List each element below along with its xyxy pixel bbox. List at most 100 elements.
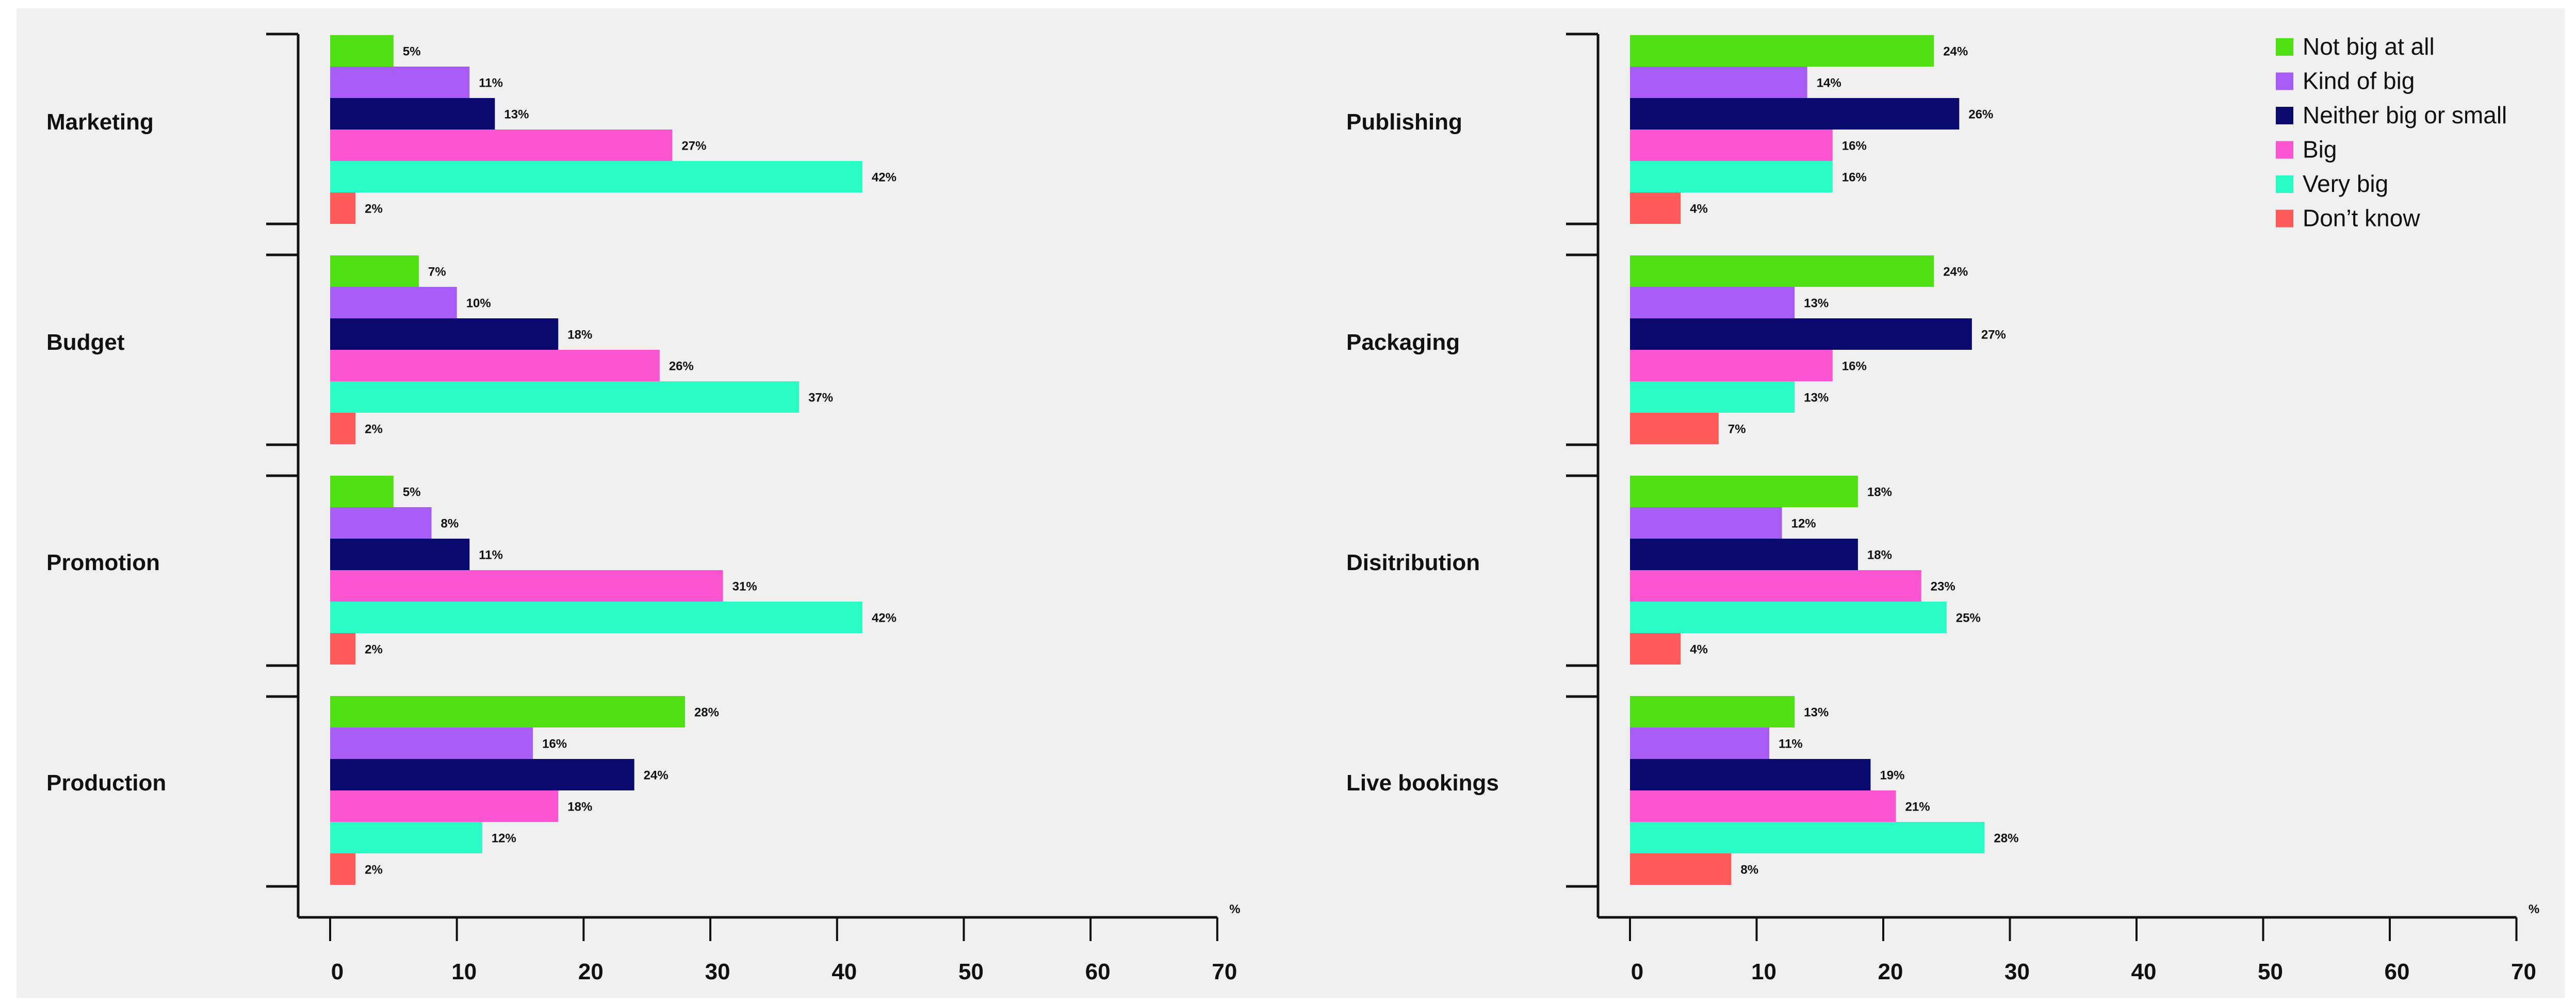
bar — [330, 98, 495, 130]
bar — [1630, 696, 1795, 727]
bar — [1630, 507, 1782, 539]
x-tick-label: 50 — [2258, 959, 2283, 984]
bar — [1630, 67, 1807, 98]
data-label: 5% — [403, 45, 421, 59]
data-label: 19% — [1880, 769, 1904, 783]
bar — [1630, 381, 1795, 413]
data-label: 8% — [1740, 863, 1758, 877]
data-label: 2% — [365, 863, 383, 877]
data-label: 28% — [1994, 832, 2018, 846]
x-tick-label: 20 — [578, 959, 604, 984]
bar — [1630, 853, 1732, 885]
legend-label: Not big at all — [2303, 33, 2435, 60]
legend-swatch — [2276, 38, 2293, 56]
bar — [330, 539, 470, 570]
x-tick-label: 20 — [1878, 959, 1903, 984]
category-label: Publishing — [1346, 109, 1462, 135]
category-label: Disitribution — [1346, 550, 1480, 575]
category-label: Marketing — [46, 109, 154, 135]
x-tick-label: 40 — [2131, 959, 2157, 984]
bar — [1630, 570, 1921, 602]
bar — [330, 318, 559, 350]
legend-swatch — [2276, 107, 2293, 124]
data-label: 18% — [1867, 486, 1892, 499]
x-tick-label: 30 — [705, 959, 730, 984]
data-label: 42% — [872, 171, 896, 185]
data-label: 18% — [1867, 548, 1892, 562]
bar — [330, 790, 559, 822]
data-label: 13% — [1804, 297, 1829, 311]
data-label: 13% — [504, 108, 529, 122]
x-tick-label: 30 — [2004, 959, 2030, 984]
data-label: 12% — [1791, 517, 1816, 531]
bar — [330, 822, 482, 853]
bar — [1630, 255, 1934, 287]
x-tick-label: 10 — [451, 959, 477, 984]
bar — [1630, 790, 1896, 822]
data-label: 21% — [1905, 800, 1930, 814]
data-label: 37% — [808, 391, 833, 405]
data-label: 16% — [1842, 360, 1867, 374]
bar — [330, 130, 673, 161]
x-tick-label: 60 — [2385, 959, 2410, 984]
bar — [330, 602, 862, 633]
data-label: 12% — [492, 832, 516, 846]
data-label: 16% — [542, 737, 567, 751]
bar — [1630, 602, 1947, 633]
data-label: 24% — [1943, 265, 1968, 279]
data-label: 5% — [403, 486, 421, 499]
data-label: 10% — [466, 297, 491, 311]
bar — [1630, 287, 1795, 318]
bar — [1630, 539, 1858, 570]
data-label: 11% — [479, 76, 503, 90]
bar — [1630, 633, 1681, 665]
legend-swatch — [2276, 141, 2293, 159]
x-tick-label: 70 — [2511, 959, 2536, 984]
bar — [330, 413, 356, 444]
bar — [330, 192, 356, 224]
legend-swatch — [2276, 209, 2293, 228]
bar — [1630, 727, 1770, 759]
data-label: 13% — [1804, 706, 1829, 720]
bar — [330, 633, 356, 665]
bar — [330, 287, 457, 318]
x-tick-label: 40 — [832, 959, 857, 984]
data-label: 24% — [644, 769, 669, 783]
category-label: Promotion — [46, 550, 160, 575]
bar — [330, 255, 419, 287]
data-label: 27% — [1981, 328, 2006, 342]
bar — [330, 476, 394, 507]
bar — [1630, 35, 1934, 67]
data-label: 16% — [1842, 139, 1867, 153]
data-label: 27% — [681, 139, 706, 153]
data-label: 18% — [567, 328, 592, 342]
data-label: 18% — [567, 800, 592, 814]
data-label: 26% — [669, 360, 694, 374]
bar — [330, 381, 800, 413]
bar — [1630, 318, 1972, 350]
bar — [1630, 822, 1985, 853]
x-tick-label: 60 — [1085, 959, 1111, 984]
bar — [1630, 130, 1833, 161]
legend-label: Big — [2303, 136, 2337, 163]
legend-label: Neither big or small — [2303, 102, 2507, 128]
bar — [1630, 161, 1833, 192]
x-tick-label: 70 — [1212, 959, 1237, 984]
bar — [330, 67, 470, 98]
data-label: 7% — [1728, 423, 1746, 436]
bar — [330, 570, 723, 602]
data-label: 26% — [1968, 108, 1993, 122]
bar — [330, 35, 394, 67]
data-label: 7% — [428, 265, 446, 279]
data-label: 4% — [1690, 643, 1708, 657]
bar — [330, 507, 432, 539]
data-label: 8% — [441, 517, 459, 531]
data-label: 13% — [1804, 391, 1829, 405]
data-label: 14% — [1817, 76, 1841, 90]
bar — [330, 350, 660, 381]
category-label: Production — [46, 770, 166, 796]
data-label: 31% — [732, 580, 757, 594]
data-label: 42% — [872, 611, 896, 625]
bar — [330, 853, 356, 885]
